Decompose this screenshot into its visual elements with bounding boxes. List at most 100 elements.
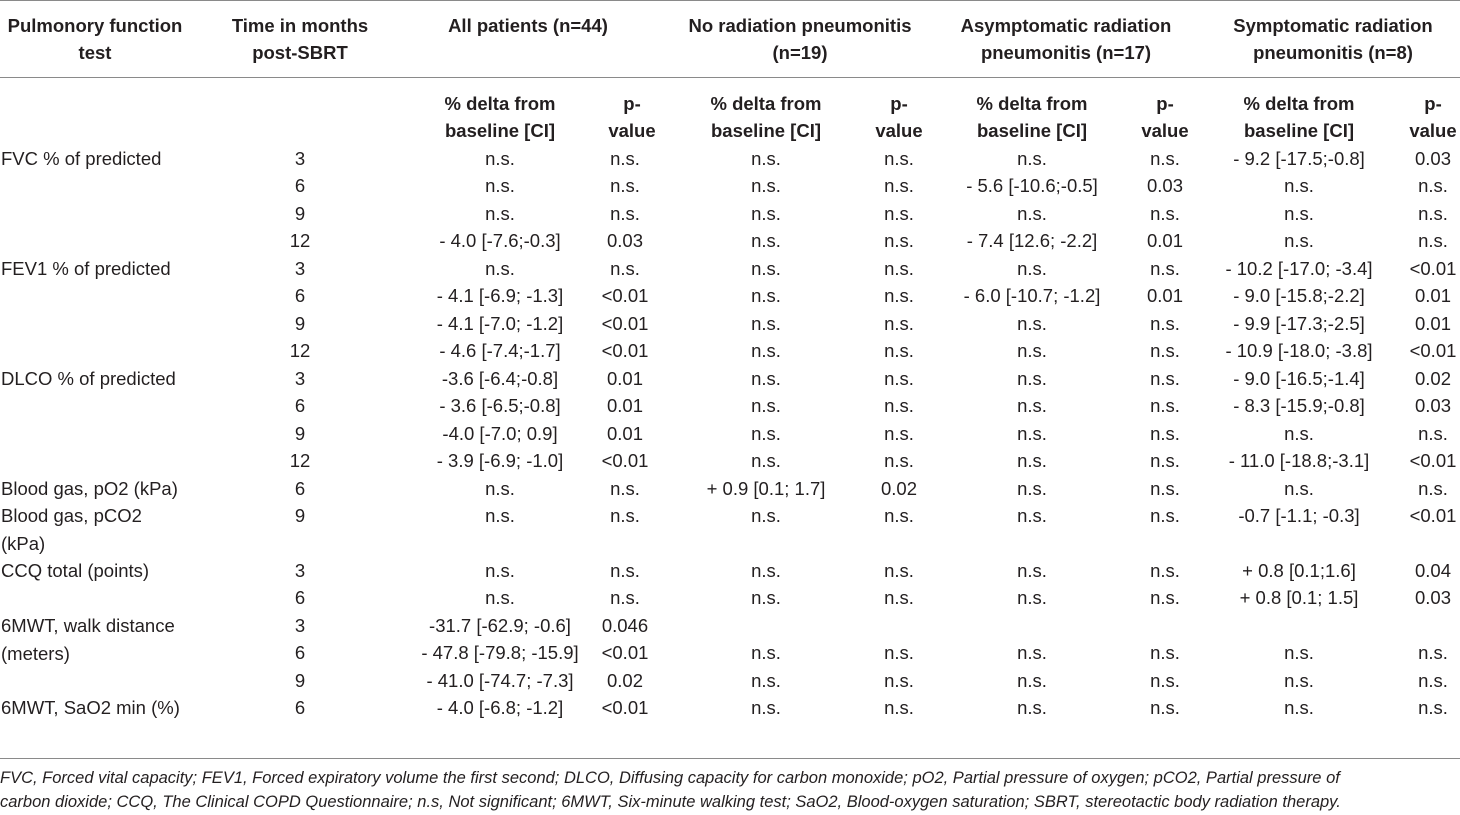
row-test-label: 6MWT, walk distance [1, 615, 175, 636]
subheader-delta: % delta from [976, 93, 1088, 114]
footnote: FVC, Forced vital capacity; FEV1, Forced… [0, 769, 1340, 787]
header-rule [0, 77, 1460, 78]
cell-delta: n.s. [1017, 670, 1047, 691]
cell-delta: n.s. [751, 670, 781, 691]
cell-p-value: n.s. [1150, 697, 1180, 718]
row-time: 6 [294, 478, 306, 499]
cell-delta: - 9.0 [-15.8;-2.2] [1233, 285, 1365, 306]
cell-p-value: <0.01 [601, 697, 649, 718]
cell-delta: n.s. [751, 642, 781, 663]
subheader-p-value: value [1409, 120, 1457, 141]
row-time: 9 [294, 423, 306, 444]
cell-delta: n.s. [751, 148, 781, 169]
row-test-label: DLCO % of predicted [1, 368, 176, 389]
cell-delta: + 0.9 [0.1; 1.7] [706, 478, 826, 499]
cell-p-value: n.s. [1150, 395, 1180, 416]
cell-delta: - 41.0 [-74.7; -7.3] [426, 670, 574, 691]
cell-delta: n.s. [1017, 423, 1047, 444]
cell-p-value: 0.046 [601, 615, 649, 636]
row-test-label: CCQ total (points) [1, 560, 150, 581]
cell-delta: n.s. [1017, 368, 1047, 389]
cell-p-value: <0.01 [601, 313, 649, 334]
subheader-p-value: p- [623, 93, 641, 114]
col-header-group: Symptomatic radiation [1233, 15, 1433, 36]
cell-p-value: n.s. [884, 505, 914, 526]
cell-delta: n.s. [751, 285, 781, 306]
row-time: 9 [294, 203, 306, 224]
cell-p-value: n.s. [1150, 258, 1180, 279]
cell-p-value: n.s. [1150, 505, 1180, 526]
row-time: 3 [294, 615, 306, 636]
cell-delta: n.s. [1017, 340, 1047, 361]
subheader-p-value: value [608, 120, 656, 141]
cell-delta: n.s. [1017, 313, 1047, 334]
subheader-p-value: value [875, 120, 923, 141]
row-time: 6 [294, 697, 306, 718]
cell-p-value: <0.01 [601, 642, 649, 663]
cell-delta: + 0.8 [0.1;1.6] [1242, 560, 1356, 581]
cell-delta: n.s. [751, 258, 781, 279]
cell-p-value: n.s. [1418, 175, 1448, 196]
cell-p-value: 0.03 [606, 230, 643, 251]
cell-p-value: n.s. [610, 505, 640, 526]
cell-delta: - 4.1 [-7.0; -1.2] [436, 313, 564, 334]
col-header-test: Pulmonory function [7, 15, 183, 36]
cell-p-value: n.s. [1150, 148, 1180, 169]
row-time: 6 [294, 175, 306, 196]
cell-p-value: n.s. [1418, 203, 1448, 224]
cell-delta: n.s. [751, 203, 781, 224]
cell-p-value: n.s. [1150, 670, 1180, 691]
cell-delta: n.s. [1017, 148, 1047, 169]
cell-p-value: n.s. [884, 203, 914, 224]
cell-p-value: n.s. [1418, 642, 1448, 663]
cell-p-value: n.s. [1418, 423, 1448, 444]
cell-p-value: n.s. [884, 587, 914, 608]
cell-p-value: n.s. [884, 175, 914, 196]
cell-delta: n.s. [751, 340, 781, 361]
cell-p-value: n.s. [610, 203, 640, 224]
cell-delta: n.s. [751, 368, 781, 389]
col-header-time: Time in months [231, 15, 369, 36]
row-test-label: (kPa) [1, 532, 46, 554]
cell-p-value: 0.03 [1414, 587, 1451, 608]
cell-p-value: 0.01 [1146, 230, 1183, 251]
cell-delta: n.s. [751, 697, 781, 718]
cell-p-value: 0.01 [1146, 285, 1183, 306]
cell-delta: - 9.0 [-16.5;-1.4] [1233, 368, 1365, 389]
cell-p-value: n.s. [884, 340, 914, 361]
col-header-group: All patients (n=44) [448, 15, 608, 36]
cell-p-value: <0.01 [601, 450, 649, 471]
bottom-rule [0, 758, 1460, 759]
cell-delta: n.s. [1017, 587, 1047, 608]
cell-delta: n.s. [485, 148, 515, 169]
cell-p-value: n.s. [1150, 450, 1180, 471]
row-time: 6 [294, 642, 306, 663]
cell-p-value: n.s. [1150, 368, 1180, 389]
row-test-label: FEV1 % of predicted [1, 258, 171, 279]
cell-delta: n.s. [1017, 697, 1047, 718]
cell-delta: n.s. [485, 587, 515, 608]
cell-delta: n.s. [1284, 670, 1314, 691]
row-time: 6 [294, 587, 306, 608]
cell-delta: n.s. [751, 450, 781, 471]
row-test-label: FVC % of predicted [1, 148, 162, 169]
cell-p-value: n.s. [884, 285, 914, 306]
footnote: carbon dioxide; CCQ, The Clinical COPD Q… [0, 793, 1341, 811]
cell-p-value: n.s. [610, 148, 640, 169]
subheader-delta: % delta from [444, 93, 556, 114]
subheader-p-value: p- [1424, 93, 1442, 114]
subheader-delta: % delta from [1243, 93, 1355, 114]
cell-p-value: n.s. [1150, 203, 1180, 224]
cell-delta: n.s. [1284, 203, 1314, 224]
cell-delta: - 7.4 [12.6; -2.2] [966, 230, 1098, 251]
cell-delta: - 4.0 [-6.8; -1.2] [436, 697, 564, 718]
row-time: 12 [289, 340, 311, 361]
subheader-p-value: value [1141, 120, 1189, 141]
cell-p-value: <0.01 [601, 285, 649, 306]
cell-delta: n.s. [1284, 423, 1314, 444]
cell-p-value: n.s. [884, 697, 914, 718]
cell-delta: - 11.0 [-18.8;-3.1] [1228, 450, 1370, 471]
row-time: 9 [294, 505, 306, 526]
cell-delta: n.s. [1017, 478, 1047, 499]
cell-delta: -3.6 [-6.4;-0.8] [441, 368, 559, 389]
